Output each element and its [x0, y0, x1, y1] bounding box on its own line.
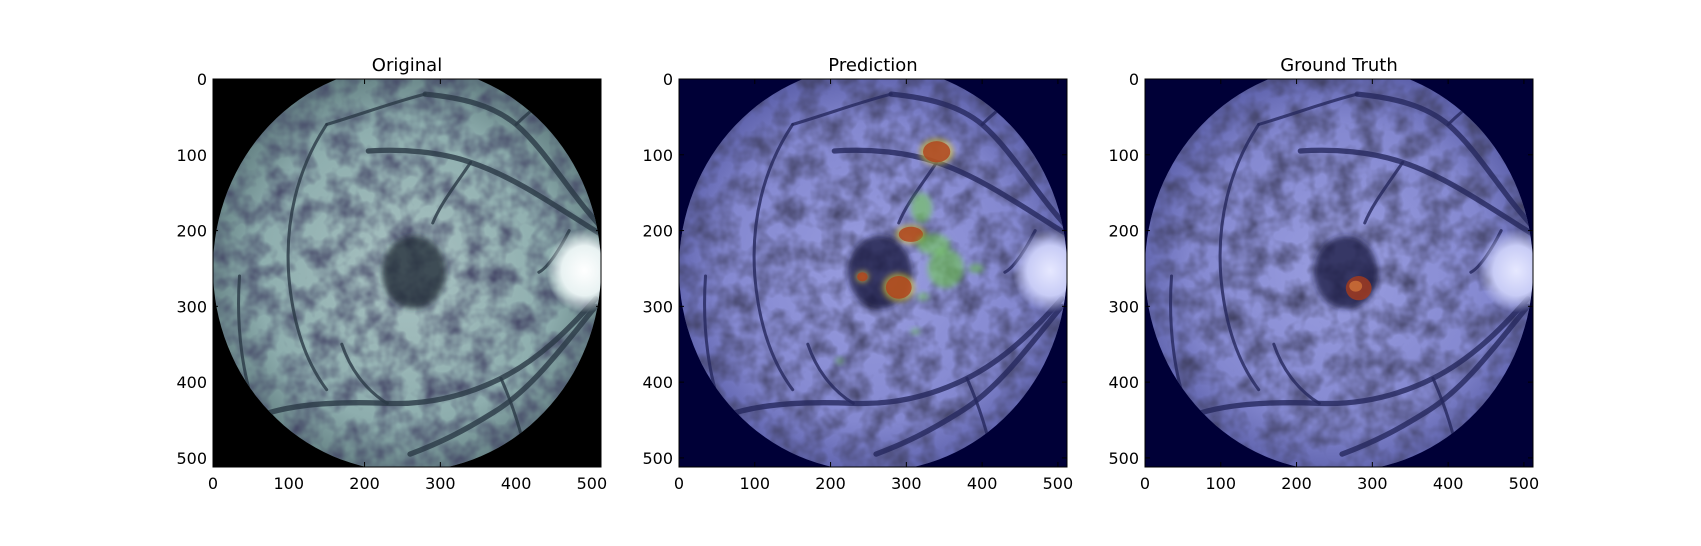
y-tick-label: 0 — [1129, 70, 1139, 89]
lesion-mask-highlight — [1349, 280, 1363, 292]
x-tick-label: 300 — [1357, 474, 1388, 493]
optic-disc — [1478, 229, 1533, 313]
y-tick-label: 500 — [642, 449, 673, 468]
y-tick-label: 200 — [642, 222, 673, 241]
prediction-region-core — [857, 272, 868, 282]
fundus-image — [679, 79, 1067, 467]
x-tick-label: 400 — [1433, 474, 1464, 493]
y-tick-label: 0 — [197, 70, 207, 89]
y-tick-label: 300 — [1108, 297, 1139, 316]
prediction-region — [910, 328, 920, 335]
axes-frame — [1144, 78, 1534, 468]
optic-disc — [546, 229, 601, 313]
x-tick-label: 300 — [425, 474, 456, 493]
x-tick-label: 200 — [815, 474, 846, 493]
panel-title: Prediction — [828, 55, 917, 76]
prediction-region-core — [923, 141, 951, 163]
x-tick-label: 200 — [349, 474, 380, 493]
x-tick-label: 500 — [1043, 474, 1074, 493]
y-tick-label: 0 — [663, 70, 673, 89]
prediction-region — [835, 357, 844, 364]
x-tick-label: 400 — [967, 474, 998, 493]
axes-frame — [212, 78, 602, 468]
y-tick-label: 200 — [1108, 222, 1139, 241]
prediction-region — [968, 263, 984, 273]
prediction-region — [927, 248, 964, 289]
y-tick-label: 500 — [1108, 449, 1139, 468]
macula — [381, 235, 446, 309]
x-tick-label: 300 — [891, 474, 922, 493]
x-tick-label: 500 — [577, 474, 608, 493]
x-tick-label: 0 — [1140, 474, 1150, 493]
x-tick-label: 400 — [501, 474, 532, 493]
macula — [1313, 235, 1378, 309]
prediction-region-core — [898, 226, 924, 242]
x-tick-label: 0 — [674, 474, 684, 493]
prediction-region — [916, 292, 930, 301]
axes-frame — [678, 78, 1068, 468]
y-tick-label: 100 — [176, 146, 207, 165]
prediction-region — [910, 192, 933, 223]
y-tick-label: 100 — [1108, 146, 1139, 165]
y-tick-label: 400 — [176, 373, 207, 392]
x-tick-label: 0 — [208, 474, 218, 493]
y-tick-label: 400 — [642, 373, 673, 392]
x-tick-label: 100 — [1206, 474, 1237, 493]
y-tick-label: 100 — [642, 146, 673, 165]
panel-title: Original — [372, 55, 442, 76]
y-tick-label: 300 — [642, 297, 673, 316]
fundus-image — [213, 79, 601, 467]
x-tick-label: 100 — [740, 474, 771, 493]
optic-disc — [1012, 229, 1067, 313]
x-tick-label: 500 — [1509, 474, 1540, 493]
panel-title: Ground Truth — [1280, 55, 1398, 76]
x-tick-label: 200 — [1281, 474, 1312, 493]
y-tick-label: 200 — [176, 222, 207, 241]
y-tick-label: 500 — [176, 449, 207, 468]
x-tick-label: 100 — [274, 474, 305, 493]
prediction-region-core — [885, 276, 912, 299]
y-tick-label: 400 — [1108, 373, 1139, 392]
y-tick-label: 300 — [176, 297, 207, 316]
